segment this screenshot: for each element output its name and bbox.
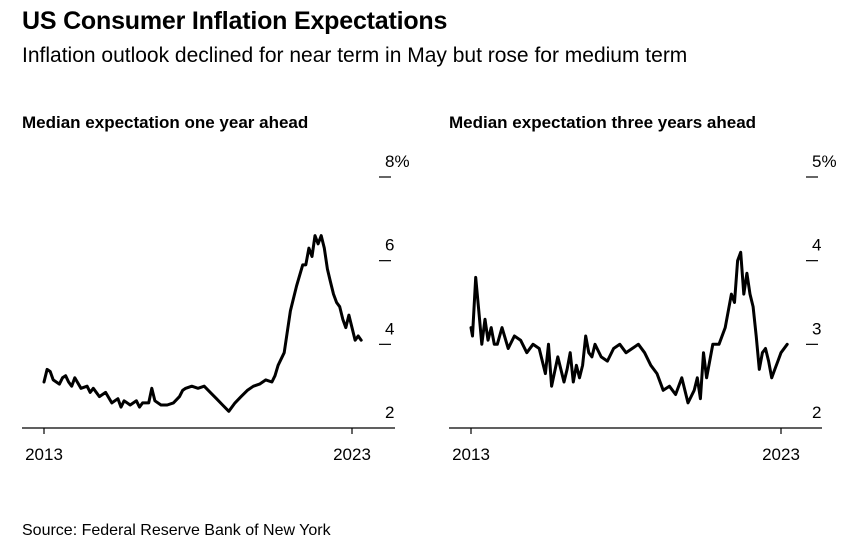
panel-2-title: Median expectation three years ahead — [449, 113, 756, 132]
panel-1-series-line — [42, 234, 363, 413]
panel-2-series-line — [469, 250, 789, 405]
source-note: Source: Federal Reserve Bank of New York — [22, 522, 331, 539]
panel-2-y-tick-label: 4 — [812, 236, 821, 255]
panel-1-title: Median expectation one year ahead — [22, 113, 308, 132]
panel-1-y-tick-label: 2 — [385, 403, 394, 422]
panel-2-y-tick-label: 5% — [812, 152, 837, 171]
panel-1-x-tick-label: 2023 — [333, 445, 371, 464]
chart-subtitle: Inflation outlook declined for near term… — [22, 44, 688, 67]
panel-2-x-tick-label: 2023 — [762, 445, 800, 464]
chart-title: US Consumer Inflation Expectations — [22, 7, 448, 35]
panel-2-y-tick-label: 3 — [812, 319, 821, 338]
panel-2-y-tick-label: 2 — [812, 403, 821, 422]
panel-1-y-tick-label: 4 — [385, 319, 394, 338]
panel-1-x-tick-label: 2013 — [25, 445, 63, 464]
panel-2-x-tick-label: 2013 — [452, 445, 490, 464]
panel-1-y-tick-label: 6 — [385, 236, 394, 255]
panel-1-y-tick-label: 8% — [385, 152, 410, 171]
